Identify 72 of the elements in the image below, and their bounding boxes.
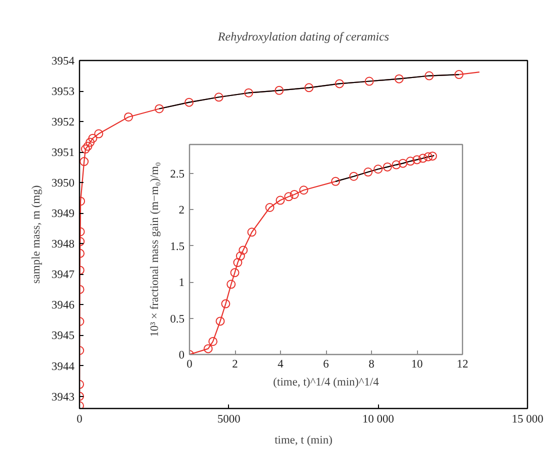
- point: [236, 252, 245, 261]
- point: [184, 98, 194, 107]
- point: [276, 196, 285, 205]
- point: [244, 88, 254, 98]
- x-tick-label: 0: [186, 358, 193, 370]
- y-tick-label: 2: [178, 204, 185, 217]
- x-axis-title: (time, t)^1/4 (min)^1/4: [273, 376, 380, 388]
- y-tick-label: 1.5: [170, 240, 185, 253]
- y-tick-label: 3950: [52, 178, 75, 190]
- point: [247, 228, 256, 237]
- point: [398, 158, 408, 168]
- y-tick-label: 3952: [52, 116, 75, 129]
- point: [364, 168, 373, 177]
- point: [216, 316, 225, 326]
- point: [265, 203, 274, 212]
- x-tick-label: 5000: [217, 414, 241, 426]
- point: [221, 299, 230, 308]
- x-tick-label: 6: [323, 358, 330, 370]
- line-series: [335, 154, 435, 182]
- point: [208, 336, 218, 346]
- x-tick-label: 8: [368, 358, 375, 370]
- x-tick-label: 0: [76, 414, 83, 426]
- y-tick-label: 0: [178, 350, 185, 362]
- point: [226, 280, 236, 289]
- y-tick-label: 3951: [52, 147, 75, 160]
- y-tick-label: 3948: [52, 238, 75, 251]
- point: [230, 268, 240, 278]
- point: [418, 154, 428, 163]
- point: [154, 104, 164, 114]
- x-axis-title: time, t (min): [274, 434, 333, 446]
- y-axis-title: sample mass, m (mg): [30, 185, 42, 284]
- point: [406, 156, 415, 166]
- y-tick-label: 0.5: [170, 313, 185, 326]
- x-tick-label: 15 000: [512, 414, 544, 426]
- point: [349, 172, 358, 181]
- x-tick-label: 4: [278, 358, 284, 370]
- point: [394, 74, 404, 84]
- y-tick-label: 1: [178, 277, 185, 290]
- point: [290, 190, 299, 199]
- point: [374, 164, 383, 174]
- x-tick-label: 12: [456, 358, 468, 370]
- x-tick-label: 10 000: [362, 414, 394, 426]
- x-tick-label: 10: [411, 358, 423, 370]
- point: [304, 83, 314, 92]
- y-tick-label: 3945: [52, 330, 75, 342]
- point: [364, 76, 374, 86]
- point: [331, 176, 340, 186]
- point: [284, 192, 294, 202]
- y-tick-label: 3947: [52, 269, 75, 282]
- point: [299, 186, 308, 195]
- point: [334, 79, 344, 88]
- point: [454, 70, 464, 80]
- point: [233, 258, 242, 268]
- y-tick-label: 3949: [52, 208, 75, 220]
- point: [238, 246, 248, 255]
- point: [382, 162, 392, 172]
- y-tick-label: 2.5: [170, 168, 185, 180]
- y-axis-title: 10³ × fractional mass gain (m−m₀)/m₀: [149, 162, 162, 337]
- line-series: [158, 74, 460, 110]
- y-tick-label: 3954: [52, 56, 75, 68]
- y-tick-label: 3946: [52, 300, 75, 312]
- point: [392, 160, 401, 170]
- point: [424, 71, 434, 80]
- point: [274, 86, 284, 95]
- point: [412, 155, 422, 164]
- point: [204, 344, 213, 354]
- x-tick-label: 2: [232, 358, 238, 370]
- chart-title: Rehydroxylation dating of ceramics: [216, 30, 390, 44]
- point: [214, 92, 224, 102]
- y-tick-label: 3943: [52, 391, 75, 404]
- y-tick-label: 3944: [52, 360, 75, 373]
- y-tick-label: 3953: [52, 86, 75, 98]
